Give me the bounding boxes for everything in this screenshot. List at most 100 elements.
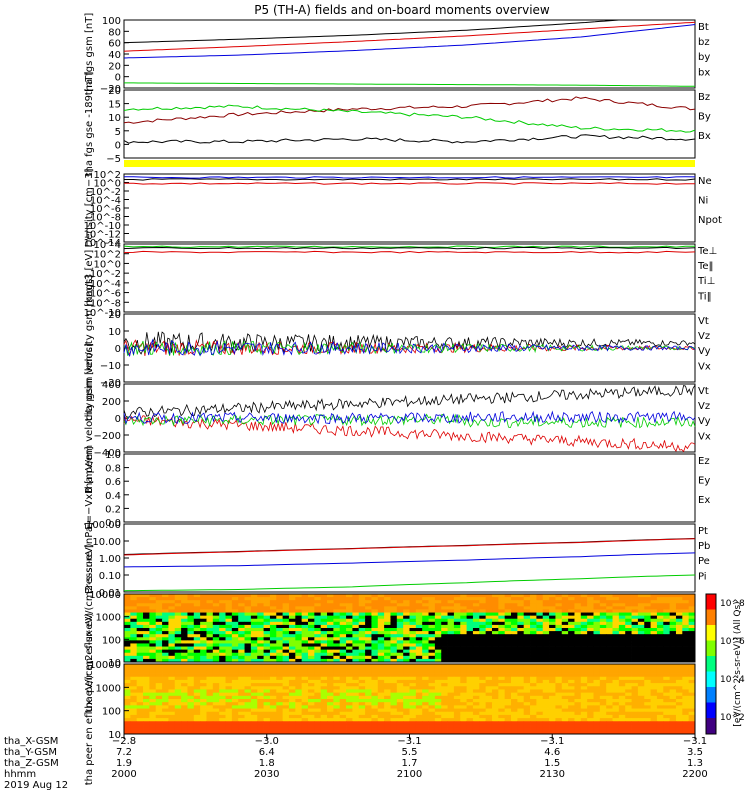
heat-cell bbox=[263, 612, 271, 617]
heat-cell bbox=[555, 606, 563, 610]
heat-cell bbox=[650, 686, 658, 690]
heat-cell bbox=[396, 711, 404, 716]
heat-cell bbox=[390, 594, 398, 598]
heat-cell bbox=[365, 664, 372, 668]
heat-cell bbox=[530, 724, 537, 729]
heat-cell bbox=[244, 695, 252, 700]
heat-cell bbox=[555, 634, 563, 638]
heat-cell bbox=[181, 676, 188, 681]
heat-cell bbox=[124, 634, 131, 638]
heat-cell bbox=[542, 721, 550, 725]
heat-cell bbox=[365, 624, 372, 629]
heat-cell bbox=[384, 615, 391, 620]
heat-cell bbox=[504, 646, 512, 651]
y-tick-label: 20 bbox=[108, 61, 121, 72]
heat-cell bbox=[143, 640, 150, 644]
heat-cell bbox=[282, 649, 290, 654]
heat-cell bbox=[257, 634, 264, 638]
heat-cell bbox=[288, 621, 296, 626]
heat-cell bbox=[549, 612, 556, 617]
orbit-z: 1.7 bbox=[402, 758, 418, 769]
heat-cell bbox=[187, 667, 195, 671]
heat-cell bbox=[282, 676, 290, 681]
heat-cell bbox=[453, 612, 461, 617]
heat-cell bbox=[206, 594, 214, 598]
heat-cell bbox=[656, 711, 664, 716]
heat-cell bbox=[200, 637, 207, 641]
heat-cell bbox=[219, 689, 226, 694]
heat-cell bbox=[530, 705, 537, 709]
heat-cell bbox=[314, 615, 322, 620]
heat-cell bbox=[174, 597, 182, 601]
heat-cell bbox=[149, 652, 157, 657]
heat-cell bbox=[187, 679, 195, 684]
heat-cell bbox=[257, 718, 264, 722]
heat-cell bbox=[238, 705, 245, 709]
heat-cell bbox=[675, 652, 683, 657]
heat-cell bbox=[587, 670, 594, 674]
heat-cell bbox=[504, 615, 512, 620]
heat-cell bbox=[263, 597, 271, 601]
heat-cell bbox=[606, 705, 613, 709]
heat-cell bbox=[669, 621, 677, 626]
heat-cell bbox=[491, 649, 499, 654]
heat-cell bbox=[682, 686, 690, 690]
heat-cell bbox=[314, 664, 322, 668]
heat-cell bbox=[390, 618, 398, 623]
heat-cell bbox=[288, 718, 296, 722]
heat-cell bbox=[333, 724, 341, 729]
heat-cell bbox=[384, 597, 391, 601]
heat-cell bbox=[523, 676, 531, 681]
heat-cell bbox=[568, 652, 575, 657]
heat-cell bbox=[181, 609, 188, 613]
heat-cell bbox=[415, 624, 423, 629]
heat-cell bbox=[282, 637, 290, 641]
heat-cell bbox=[149, 609, 157, 613]
heat-cell bbox=[403, 699, 410, 703]
heat-cell bbox=[282, 683, 290, 687]
heat-cell bbox=[136, 612, 144, 617]
heat-cell bbox=[644, 721, 651, 725]
heat-cell bbox=[206, 652, 214, 657]
heat-cell bbox=[434, 594, 442, 598]
heat-cell bbox=[663, 695, 671, 700]
heat-cell bbox=[371, 621, 379, 626]
heat-cell bbox=[307, 705, 315, 709]
heat-cell bbox=[314, 695, 322, 700]
heat-cell bbox=[593, 609, 601, 613]
heat-cell bbox=[485, 718, 493, 722]
heat-cell bbox=[523, 606, 531, 610]
heat-cell bbox=[333, 721, 341, 725]
heat-cell bbox=[688, 673, 696, 678]
legend-Ex: Ex bbox=[698, 495, 710, 506]
heat-cell bbox=[682, 594, 690, 598]
heat-cell bbox=[307, 628, 315, 632]
heat-cell bbox=[396, 686, 404, 690]
heat-cell bbox=[479, 624, 487, 629]
heat-cell bbox=[225, 603, 233, 607]
heat-cell bbox=[656, 718, 664, 722]
heat-cell bbox=[542, 631, 550, 635]
heat-cell bbox=[365, 727, 372, 732]
panel-3: 10^410^210^010^-210^-410^-610^-810^-10ma… bbox=[84, 240, 718, 319]
heat-cell bbox=[637, 658, 645, 663]
heat-cell bbox=[409, 612, 417, 617]
heat-cell bbox=[675, 594, 683, 598]
y-tick-label: 10^-14 bbox=[84, 238, 121, 249]
heat-cell bbox=[587, 673, 594, 678]
heat-cell bbox=[301, 621, 309, 626]
heat-cell bbox=[549, 643, 556, 647]
heat-cell bbox=[403, 606, 410, 610]
heat-cell bbox=[530, 655, 537, 660]
heat-cell bbox=[333, 670, 341, 674]
heat-cell bbox=[669, 643, 677, 647]
heat-cell bbox=[434, 664, 442, 668]
heat-cell bbox=[212, 637, 220, 641]
heat-cell bbox=[682, 637, 690, 641]
heat-cell bbox=[377, 705, 385, 709]
heat-cell bbox=[320, 634, 328, 638]
y-tick-label: 10^-12 bbox=[84, 230, 121, 241]
heat-cell bbox=[263, 624, 271, 629]
heat-cell bbox=[536, 652, 544, 657]
heat-cell bbox=[599, 683, 607, 687]
